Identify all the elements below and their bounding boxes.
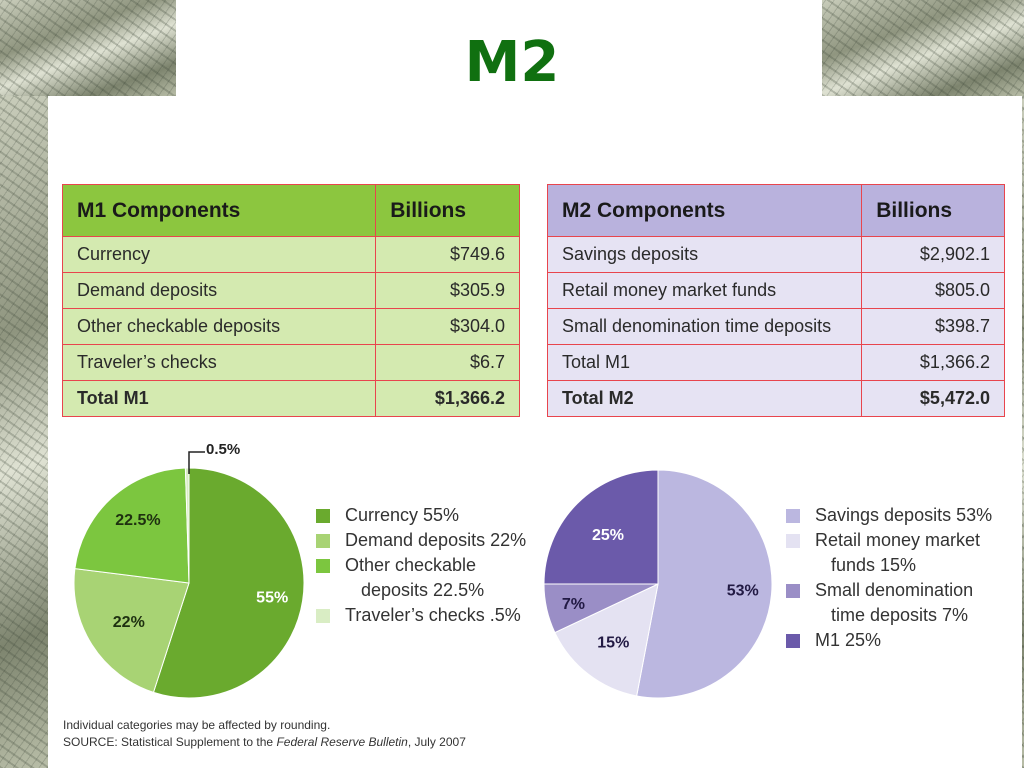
legend-item: Savings deposits 53% — [786, 503, 1006, 528]
legend-label: deposits 22.5% — [361, 580, 485, 600]
column-header: M1 Components — [61, 184, 377, 237]
m2-legend: Savings deposits 53% Retail money market… — [786, 503, 1006, 653]
callout-leader-line — [188, 451, 205, 474]
m1-legend: Currency 55% Demand deposits 22% Other c… — [316, 503, 536, 628]
total-value: $1,366.2 — [375, 380, 520, 417]
pie-slice-savings-deposits — [636, 469, 773, 699]
row-label: Total M1 — [546, 344, 863, 381]
pie-slice-label: 53% — [727, 582, 759, 599]
footnote-line-2: SOURCE: Statistical Supplement to the Fe… — [63, 734, 466, 751]
legend-swatch — [316, 534, 330, 548]
table-total-row: Total M2 $5,472.0 — [546, 380, 1005, 417]
legend-swatch — [316, 559, 330, 573]
row-value: $6.7 — [375, 344, 520, 381]
column-header: Billions — [375, 184, 520, 237]
money-background-top-left — [0, 0, 176, 96]
pie-slice-label: 7% — [562, 596, 585, 613]
table-header-row: M1 Components Billions — [61, 184, 520, 237]
footnote: Individual categories may be affected by… — [63, 717, 466, 751]
row-value: $304.0 — [375, 308, 520, 345]
table-row: Currency $749.6 — [61, 236, 520, 273]
legend-item: Small denomination time deposits 7% — [786, 578, 1006, 628]
table-total-row: Total M1 $1,366.2 — [61, 380, 520, 417]
table-header-row: M2 Components Billions — [546, 184, 1005, 237]
slide-title: M2 — [464, 30, 560, 95]
row-value: $749.6 — [375, 236, 520, 273]
pie-slice-demand-deposits — [73, 568, 190, 694]
footnote-source-title: Federal Reserve Bulletin — [276, 735, 408, 749]
row-label: Demand deposits — [61, 272, 377, 309]
legend-item: Retail money market funds 15% — [786, 528, 1006, 578]
row-value: $2,902.1 — [861, 236, 1005, 273]
money-background-right — [1022, 96, 1024, 768]
row-value: $305.9 — [375, 272, 520, 309]
legend-label: time deposits 7% — [831, 605, 969, 625]
pie-slice-label: 25% — [592, 527, 624, 544]
total-value: $5,472.0 — [861, 380, 1005, 417]
legend-item: Traveler’s checks .5% — [316, 603, 536, 628]
legend-label: funds 15% — [831, 555, 917, 575]
legend-swatch — [786, 534, 800, 548]
m2-components-table: M2 Components Billions Savings deposits … — [546, 184, 1005, 417]
travelers-checks-callout: 0.5% — [206, 441, 241, 458]
pie-slice-currency — [152, 467, 305, 699]
legend-swatch — [316, 609, 330, 623]
table-row: Small denomination time deposits $398.7 — [546, 308, 1005, 345]
pie-slice-retail-money-market-funds — [554, 583, 659, 697]
row-value: $1,366.2 — [861, 344, 1005, 381]
row-label: Other checkable deposits — [61, 308, 377, 345]
footnote-line-1: Individual categories may be affected by… — [63, 718, 331, 732]
table-row: Total M1 $1,366.2 — [546, 344, 1005, 381]
column-header: Billions — [861, 184, 1005, 237]
m2-pie-chart: 53% 15% 7% 25% — [543, 469, 773, 699]
table-row: Demand deposits $305.9 — [61, 272, 520, 309]
footnote-source-date: , July 2007 — [407, 735, 466, 749]
money-background-left — [0, 96, 48, 768]
legend-label: M1 25% — [815, 630, 882, 650]
total-label: Total M2 — [546, 380, 863, 417]
row-label: Currency — [61, 236, 377, 273]
pie-slice-other-checkable-deposits — [74, 467, 190, 584]
row-label: Traveler’s checks — [61, 344, 377, 381]
row-label: Savings deposits — [546, 236, 863, 273]
legend-label: Demand deposits 22% — [345, 530, 527, 550]
legend-swatch — [786, 634, 800, 648]
m1-pie-chart: 55% 22% 22.5% — [73, 467, 305, 699]
table-row: Other checkable deposits $304.0 — [61, 308, 520, 345]
m1-components-table: M1 Components Billions Currency $749.6 D… — [61, 184, 520, 417]
legend-swatch — [786, 584, 800, 598]
pie-slice-label: 22% — [113, 614, 145, 631]
legend-label: Other checkable — [345, 555, 477, 575]
legend-swatch — [786, 509, 800, 523]
legend-item: Demand deposits 22% — [316, 528, 536, 553]
total-label: Total M1 — [61, 380, 377, 417]
legend-label: Savings deposits 53% — [815, 505, 993, 525]
pie-slice-label: 15% — [597, 635, 629, 652]
legend-label: Currency 55% — [345, 505, 460, 525]
row-label: Small denomination time deposits — [546, 308, 863, 345]
row-label: Retail money market funds — [546, 272, 863, 309]
table-row: Retail money market funds $805.0 — [546, 272, 1005, 309]
table-row: Savings deposits $2,902.1 — [546, 236, 1005, 273]
footnote-source-prefix: SOURCE: Statistical Supplement to the — [63, 735, 277, 749]
legend-item: Other checkable deposits 22.5% — [316, 553, 536, 603]
legend-swatch — [316, 509, 330, 523]
legend-label: Retail money market — [815, 530, 981, 550]
row-value: $805.0 — [861, 272, 1005, 309]
pie-slice-m1 — [543, 469, 659, 585]
table-row: Traveler’s checks $6.7 — [61, 344, 520, 381]
column-header: M2 Components — [546, 184, 863, 237]
pie-slice-label: 22.5% — [115, 512, 160, 529]
legend-item: M1 25% — [786, 628, 1006, 653]
legend-label: Traveler’s checks .5% — [345, 605, 521, 625]
money-background-top-right — [822, 0, 1024, 96]
legend-label: Small denomination — [815, 580, 974, 600]
pie-slice-label: 55% — [256, 589, 288, 606]
row-value: $398.7 — [861, 308, 1005, 345]
legend-item: Currency 55% — [316, 503, 536, 528]
